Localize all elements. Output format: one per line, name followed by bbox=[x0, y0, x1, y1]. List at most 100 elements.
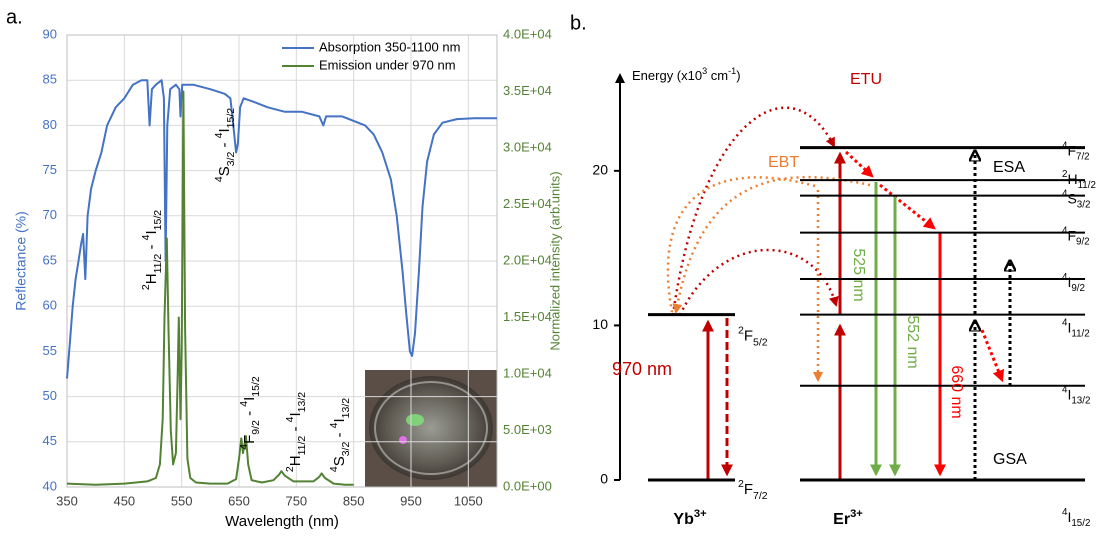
y2-tick-label: 4.0E+04 bbox=[503, 26, 552, 41]
y2-tick-label: 3.5E+04 bbox=[503, 83, 552, 98]
y-tick-label: 50 bbox=[43, 388, 57, 403]
level-label: 4I9/2 bbox=[1062, 272, 1085, 294]
process-label: 970 nm bbox=[612, 359, 672, 379]
level-label: 4I13/2 bbox=[1062, 385, 1090, 407]
process-label: EBT bbox=[768, 154, 799, 171]
level-label: 4F7/2 bbox=[1062, 141, 1090, 163]
process-label: 552 nm bbox=[904, 315, 921, 368]
annotation-part: S bbox=[331, 456, 348, 466]
annotation-part: 11/2 bbox=[152, 254, 164, 274]
level-label-part: F bbox=[744, 328, 753, 345]
transitions bbox=[666, 106, 1010, 480]
annotation-part: 13/2 bbox=[340, 398, 352, 419]
y-tick-label: 75 bbox=[43, 162, 57, 177]
level-label: 2F7/2 bbox=[738, 478, 768, 502]
level-label-part: 4 bbox=[1062, 318, 1068, 329]
energy-axis-title-part: ) bbox=[736, 68, 740, 83]
level-label-part: 4 bbox=[1062, 141, 1068, 152]
level-label-part: 11/2 bbox=[1071, 329, 1089, 340]
plot-frame bbox=[66, 34, 498, 488]
panel-label: a. bbox=[6, 6, 23, 28]
level-label-part: 4 bbox=[1062, 272, 1068, 283]
level-label-part: 9/2 bbox=[1076, 237, 1090, 248]
y-tick-label: 90 bbox=[43, 26, 57, 41]
level-label-part: 2 bbox=[1062, 169, 1067, 180]
annotation-part: 3/2 bbox=[340, 442, 352, 457]
level-label: 4S3/2 bbox=[1062, 189, 1090, 211]
energy-axis-title-part: Energy (x10 bbox=[632, 68, 702, 83]
energy-axis-title: Energy (x103 cm-1) bbox=[632, 66, 741, 83]
annotation-part: 13/2 bbox=[296, 392, 308, 413]
ion-label: Er3+ bbox=[833, 508, 863, 528]
level-label-part: 13/2 bbox=[1071, 396, 1090, 407]
y-tick-label: 40 bbox=[43, 478, 57, 493]
process-label: ETU bbox=[850, 71, 882, 88]
level-label-part: 5/2 bbox=[753, 336, 768, 348]
series-line bbox=[66, 90, 354, 486]
ion-label-part: 3+ bbox=[694, 508, 707, 520]
level-label-part: F bbox=[744, 481, 753, 498]
y2-tick-label: 1.0E+04 bbox=[503, 365, 552, 380]
annotation-part: - bbox=[241, 407, 258, 420]
level-label-part: 11/2 bbox=[1078, 180, 1096, 191]
ion-label-part: 3+ bbox=[850, 508, 863, 520]
annotation-part: 9/2 bbox=[250, 420, 262, 435]
y-tick-label: 80 bbox=[43, 117, 57, 132]
x-tick-label: 850 bbox=[343, 493, 365, 508]
level-label-part: 4 bbox=[1062, 189, 1068, 200]
annotation: 2H11/2 - 4I15/2 bbox=[140, 210, 164, 290]
annotation-part: 4 bbox=[328, 466, 340, 472]
annotation-part: - bbox=[287, 422, 304, 435]
x-tick-label: 750 bbox=[285, 493, 307, 508]
energy-tick-label: 0 bbox=[600, 471, 608, 487]
level-label-part: 7/2 bbox=[1076, 152, 1090, 163]
annotation: 4F9/2 - 4I15/2 bbox=[238, 376, 262, 450]
annotation-part: 4 bbox=[213, 132, 225, 138]
ion-label-part: Er bbox=[833, 511, 850, 528]
level-label-part: F bbox=[1067, 142, 1076, 158]
y2-tick-label: 0.0E+00 bbox=[503, 478, 552, 493]
level-label-part: H bbox=[1067, 171, 1077, 187]
y2-tick-label: 1.5E+04 bbox=[503, 309, 552, 324]
y-tick-label: 70 bbox=[43, 207, 57, 222]
x-axis-title: Wavelength (nm) bbox=[225, 513, 339, 530]
annotation-part: H bbox=[143, 273, 160, 284]
annotation-part: S bbox=[216, 166, 233, 176]
annotation-part: 15/2 bbox=[152, 210, 164, 231]
level-label: 4I15/2 bbox=[1062, 507, 1090, 529]
y2-tick-label: 2.5E+04 bbox=[503, 196, 552, 211]
annotation-part: I bbox=[287, 412, 304, 416]
level-label: 2H11/2 bbox=[1062, 169, 1096, 191]
level-label-part: 2 bbox=[738, 324, 744, 336]
annotation-part: I bbox=[216, 128, 233, 132]
energy-axis-title-part: cm bbox=[707, 68, 728, 83]
legend-label: Emission under 970 nm bbox=[319, 57, 456, 72]
level-label-part: 3/2 bbox=[1077, 200, 1091, 211]
x-tick-label: 1050 bbox=[454, 493, 483, 508]
annotation-part: 4 bbox=[213, 176, 225, 182]
annotation-part: H bbox=[287, 455, 304, 466]
annotation-part: 11/2 bbox=[296, 436, 308, 456]
level-label-part: I bbox=[1067, 319, 1071, 335]
series-line bbox=[66, 79, 497, 379]
inset-photo bbox=[365, 370, 497, 487]
level-label-part: F bbox=[1067, 227, 1076, 243]
level-label-part: 7/2 bbox=[753, 490, 768, 502]
level-label-part: 9/2 bbox=[1071, 283, 1085, 294]
energy-tick-label: 10 bbox=[592, 316, 608, 332]
process-label: 525 nm bbox=[850, 248, 867, 301]
y-tick-label: 85 bbox=[43, 72, 57, 87]
annotation: 2H11/2 - 4I13/2 bbox=[284, 392, 308, 472]
y-tick-label: 45 bbox=[43, 433, 57, 448]
level-label: 4I11/2 bbox=[1062, 318, 1090, 340]
level-label: 2F5/2 bbox=[738, 324, 768, 348]
y-tick-label: 65 bbox=[43, 252, 57, 267]
process-label: GSA bbox=[993, 451, 1027, 468]
annotation-part: - bbox=[216, 138, 233, 151]
annotation-part: I bbox=[143, 230, 160, 234]
level-label-part: 4 bbox=[1062, 226, 1068, 237]
level-label-part: 2 bbox=[738, 478, 744, 490]
annotation-part: 4 bbox=[328, 422, 340, 428]
annotation-part: 3/2 bbox=[225, 152, 237, 167]
